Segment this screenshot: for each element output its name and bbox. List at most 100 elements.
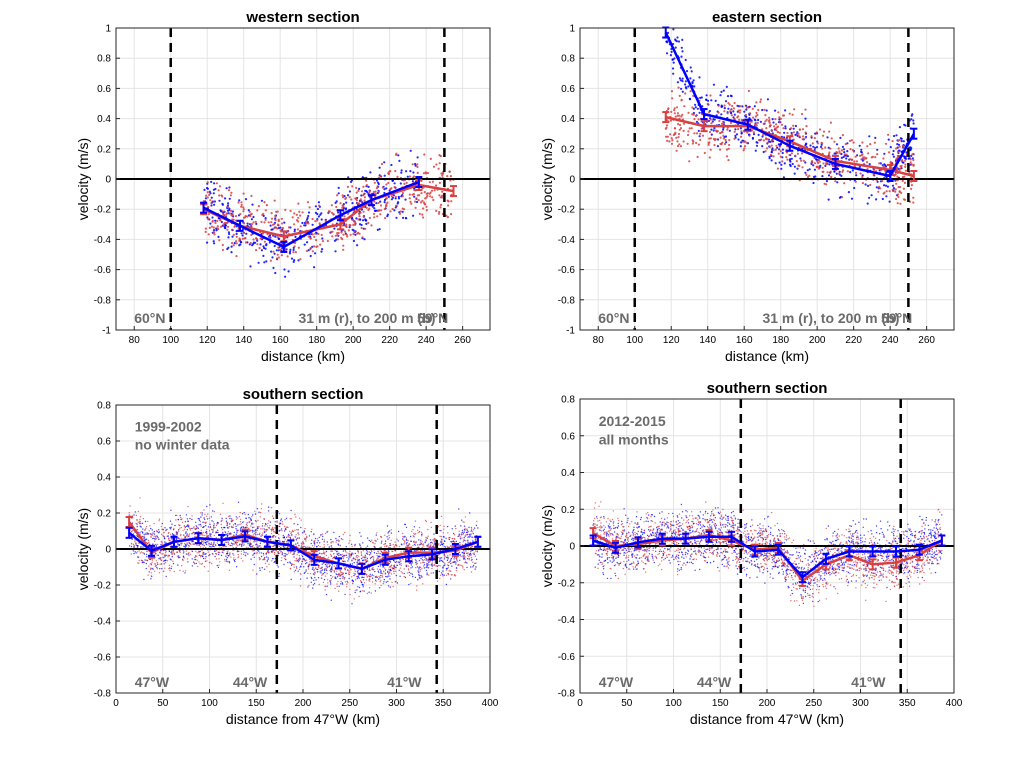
scatter-point — [670, 137, 673, 140]
scatter-point — [212, 192, 215, 195]
scatter-point — [220, 220, 223, 224]
scatter-point — [157, 563, 159, 566]
scatter-point — [157, 537, 159, 539]
scatter-point — [270, 532, 273, 535]
scatter-point — [389, 561, 392, 563]
scatter-point — [475, 558, 478, 560]
scatter-point — [472, 566, 474, 568]
scatter-point — [334, 250, 337, 253]
scatter-point — [891, 153, 895, 156]
scatter-point — [443, 540, 446, 542]
scatter-point — [403, 543, 405, 545]
scatter-point — [280, 559, 283, 562]
scatter-point — [779, 150, 782, 153]
scatter-point — [274, 521, 276, 523]
scatter-point — [168, 531, 170, 534]
scatter-point — [869, 143, 872, 146]
scatter-point — [234, 541, 237, 544]
scatter-point — [460, 525, 462, 527]
scatter-point — [184, 546, 186, 548]
scatter-point — [272, 250, 275, 253]
scatter-point — [193, 558, 196, 561]
scatter-point — [717, 111, 720, 114]
scatter-point — [316, 207, 319, 211]
scatter-point — [212, 226, 215, 229]
scatter-point — [376, 552, 378, 555]
scatter-point — [665, 124, 669, 127]
scatter-point — [226, 524, 228, 527]
scatter-point — [217, 235, 220, 238]
scatter-point — [896, 143, 899, 146]
scatter-point — [467, 541, 469, 543]
scatter-point — [244, 526, 247, 529]
scatter-point — [826, 162, 829, 165]
scatter-point — [271, 515, 274, 517]
scatter-point — [420, 557, 422, 560]
scatter-point — [148, 565, 150, 567]
scatter-point — [268, 563, 270, 565]
scatter-point — [305, 249, 309, 253]
scatter-point — [256, 209, 259, 212]
scatter-point — [411, 573, 414, 575]
scatter-point — [336, 194, 339, 197]
scatter-point — [891, 184, 895, 187]
scatter-point — [188, 545, 190, 547]
chart-panel-1: 60°N 31 m (r), to 200 m (b)59°N80 100 120 14… — [75, 9, 491, 364]
scatter-point — [393, 209, 396, 212]
scatter-point — [439, 206, 442, 209]
scatter-point — [339, 202, 342, 205]
scatter-point — [299, 578, 302, 580]
scatter-point — [235, 525, 237, 528]
scatter-point — [303, 224, 306, 227]
scatter-point — [669, 54, 673, 57]
scatter-point — [224, 526, 226, 529]
scatter-point — [238, 515, 241, 518]
scatter-point — [782, 127, 785, 130]
scatter-point — [398, 561, 401, 564]
scatter-point — [193, 527, 195, 529]
scatter-point — [289, 552, 292, 554]
scatter-point — [244, 241, 247, 244]
scatter-point — [346, 194, 350, 197]
scatter-point — [425, 569, 428, 572]
scatter-point — [889, 146, 892, 149]
scatter-point — [425, 559, 427, 561]
scatter-point — [765, 127, 768, 130]
scatter-point — [185, 550, 188, 552]
x-tick-label: 220 — [845, 335, 862, 346]
x-tick-label: 220 — [381, 335, 398, 346]
scatter-point — [253, 541, 255, 543]
scatter-point — [294, 550, 297, 553]
scatter-point — [295, 534, 297, 536]
scatter-point — [251, 516, 253, 518]
scatter-point — [386, 576, 388, 578]
scatter-point — [143, 537, 145, 539]
scatter-point — [214, 526, 216, 529]
scatter-point — [910, 154, 913, 157]
scatter-point — [281, 554, 283, 556]
scatter-point — [259, 569, 261, 571]
scatter-point — [418, 568, 420, 570]
scatter-point — [182, 529, 184, 532]
scatter-point — [199, 523, 202, 526]
scatter-point — [340, 554, 342, 556]
scatter-point — [211, 520, 213, 522]
scatter-point — [374, 590, 377, 592]
scatter-point — [771, 118, 774, 121]
scatter-point — [188, 533, 191, 535]
scatter-point — [757, 118, 760, 122]
scatter-point — [888, 190, 891, 193]
scatter-point — [358, 586, 361, 589]
scatter-point — [367, 221, 370, 225]
scatter-point — [420, 543, 422, 545]
scatter-point — [475, 524, 478, 527]
scatter-point — [290, 532, 292, 535]
scatter-point — [778, 116, 781, 119]
scatter-point — [438, 210, 441, 214]
scatter-point — [191, 518, 193, 521]
scatter-point — [242, 549, 245, 552]
scatter-point — [285, 553, 287, 555]
scatter-point — [333, 555, 336, 558]
scatter-point — [284, 538, 286, 540]
scatter-point — [178, 529, 180, 531]
